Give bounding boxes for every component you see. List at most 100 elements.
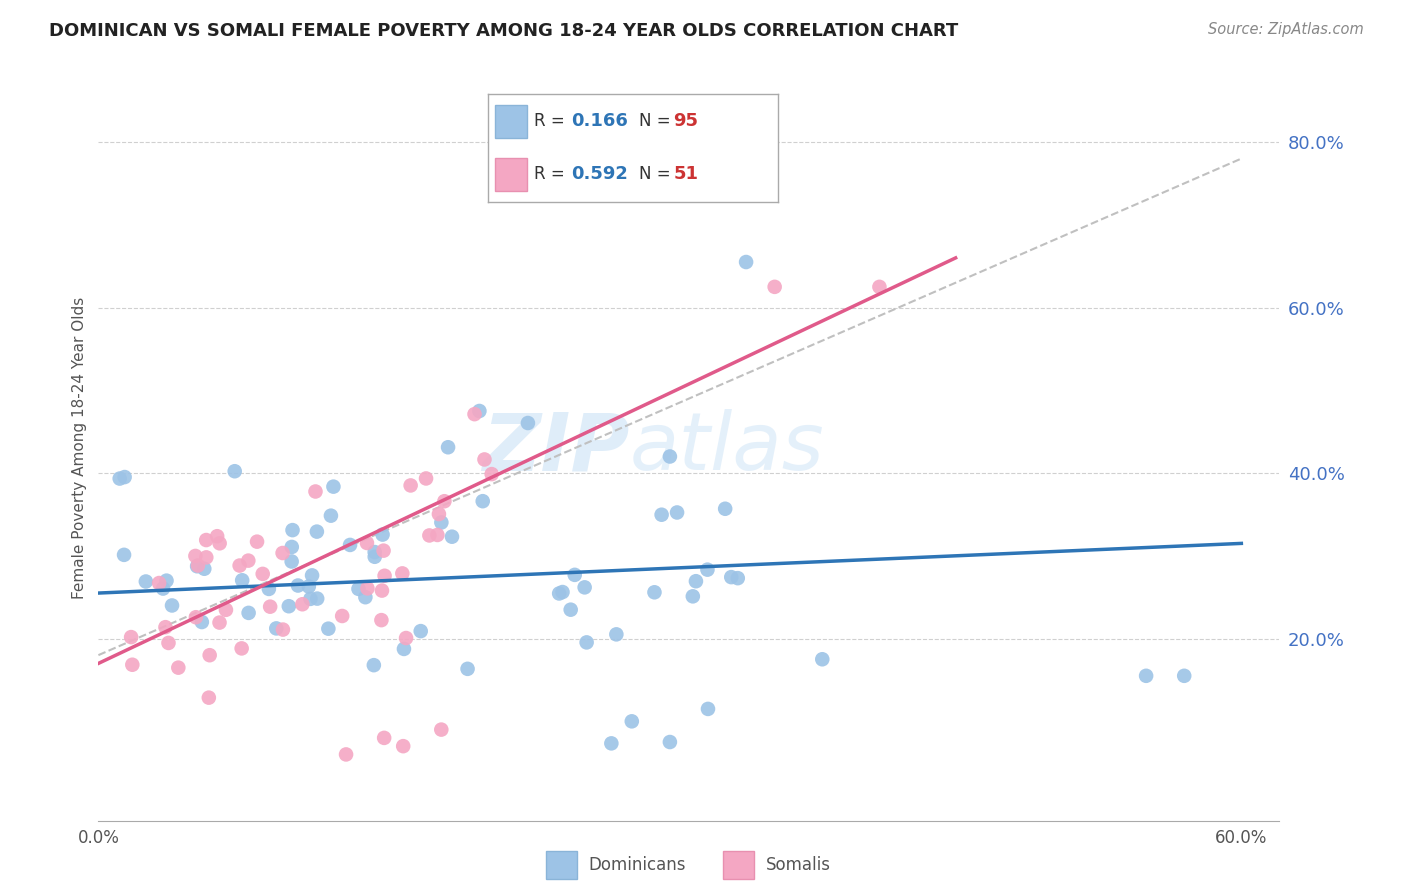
Point — [363, 545, 385, 559]
Point — [184, 549, 207, 563]
Point — [305, 524, 328, 539]
Point — [1173, 669, 1195, 683]
Point — [108, 472, 131, 486]
FancyBboxPatch shape — [546, 851, 576, 879]
Text: ZIP: ZIP — [482, 409, 630, 487]
Point — [363, 658, 385, 673]
Point — [371, 583, 394, 598]
Point — [735, 255, 758, 269]
Point — [643, 585, 665, 599]
Point — [395, 631, 418, 645]
Point — [152, 582, 174, 596]
Point — [187, 558, 209, 573]
Point — [208, 615, 231, 630]
Point — [356, 582, 378, 596]
Point — [299, 591, 322, 606]
Point — [374, 568, 396, 582]
Point — [191, 615, 214, 629]
Point — [304, 484, 326, 499]
Point — [271, 623, 294, 637]
Point — [364, 549, 387, 564]
Point — [252, 566, 274, 581]
Point — [307, 591, 329, 606]
Point — [564, 567, 586, 582]
Point — [392, 641, 415, 656]
Point — [257, 582, 280, 596]
Point — [409, 624, 432, 639]
Point — [246, 534, 269, 549]
Point — [112, 548, 135, 562]
Point — [120, 630, 142, 644]
Point — [291, 597, 314, 611]
Point — [440, 530, 463, 544]
Point — [277, 599, 299, 614]
Point — [193, 562, 215, 576]
Point — [160, 599, 183, 613]
Point — [215, 603, 238, 617]
Point — [481, 467, 503, 482]
Point — [427, 507, 450, 521]
Point — [266, 621, 288, 635]
Point — [437, 440, 460, 454]
Point — [167, 660, 190, 674]
Point — [231, 641, 253, 656]
Point — [474, 452, 496, 467]
Point — [259, 599, 281, 614]
Point — [600, 736, 623, 750]
Point — [373, 731, 395, 745]
Point — [224, 464, 246, 478]
Point — [121, 657, 143, 672]
Point — [281, 523, 304, 537]
Point — [195, 550, 218, 565]
Point — [184, 610, 207, 624]
Point — [685, 574, 707, 589]
Point — [1135, 669, 1157, 683]
Point — [298, 580, 321, 594]
Point — [356, 536, 378, 550]
Point — [430, 516, 453, 530]
Point — [330, 609, 353, 624]
Point — [651, 508, 673, 522]
Point — [186, 559, 208, 574]
Point — [205, 529, 228, 543]
Point — [696, 563, 718, 577]
Point — [548, 586, 571, 600]
Point — [560, 603, 582, 617]
Point — [620, 714, 643, 729]
Point — [301, 568, 323, 582]
Point — [418, 528, 440, 542]
Point — [720, 570, 742, 584]
Point — [682, 590, 704, 604]
Point — [574, 580, 596, 594]
Text: atlas: atlas — [630, 409, 825, 487]
Point — [155, 620, 177, 634]
Point — [339, 538, 361, 552]
Point — [468, 404, 491, 418]
Point — [516, 416, 538, 430]
Point — [238, 553, 260, 567]
Y-axis label: Female Poverty Among 18-24 Year Olds: Female Poverty Among 18-24 Year Olds — [72, 297, 87, 599]
Point — [575, 635, 598, 649]
Point — [335, 747, 357, 762]
Point — [426, 528, 449, 542]
Point — [811, 652, 834, 666]
Point — [155, 574, 177, 588]
Point — [318, 622, 340, 636]
Text: Somalis: Somalis — [766, 855, 831, 874]
FancyBboxPatch shape — [723, 851, 754, 879]
Point — [697, 702, 720, 716]
Point — [551, 585, 574, 599]
Point — [415, 471, 437, 485]
Point — [399, 478, 422, 492]
Point — [658, 450, 681, 464]
Point — [347, 582, 370, 596]
Point — [727, 571, 749, 585]
Point — [714, 501, 737, 516]
Text: Source: ZipAtlas.com: Source: ZipAtlas.com — [1208, 22, 1364, 37]
Point — [280, 554, 302, 568]
Point — [319, 508, 342, 523]
Point — [471, 494, 494, 508]
Point — [371, 527, 394, 541]
Point — [463, 407, 485, 421]
Point — [666, 506, 689, 520]
